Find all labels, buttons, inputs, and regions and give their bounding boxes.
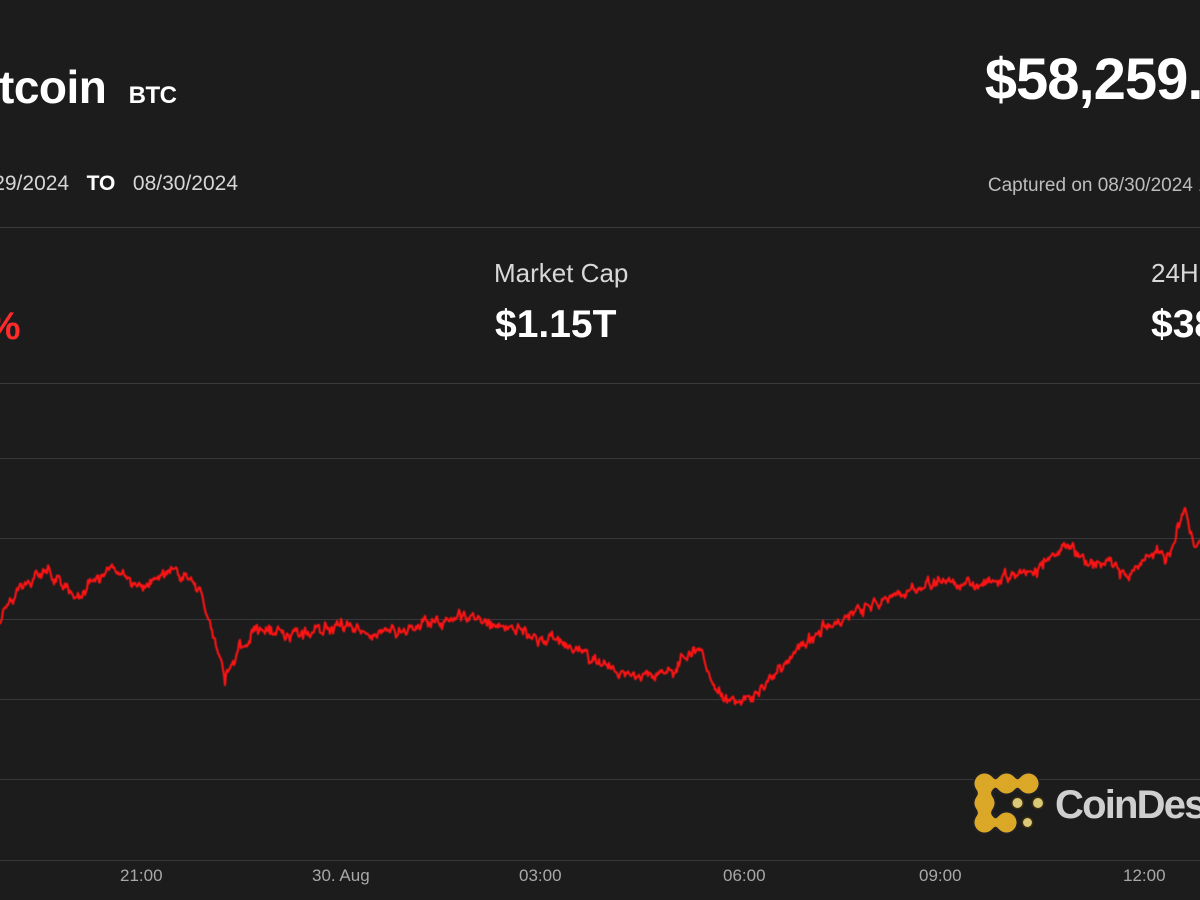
svg-text:CoinDesk: CoinDesk bbox=[1055, 783, 1200, 827]
